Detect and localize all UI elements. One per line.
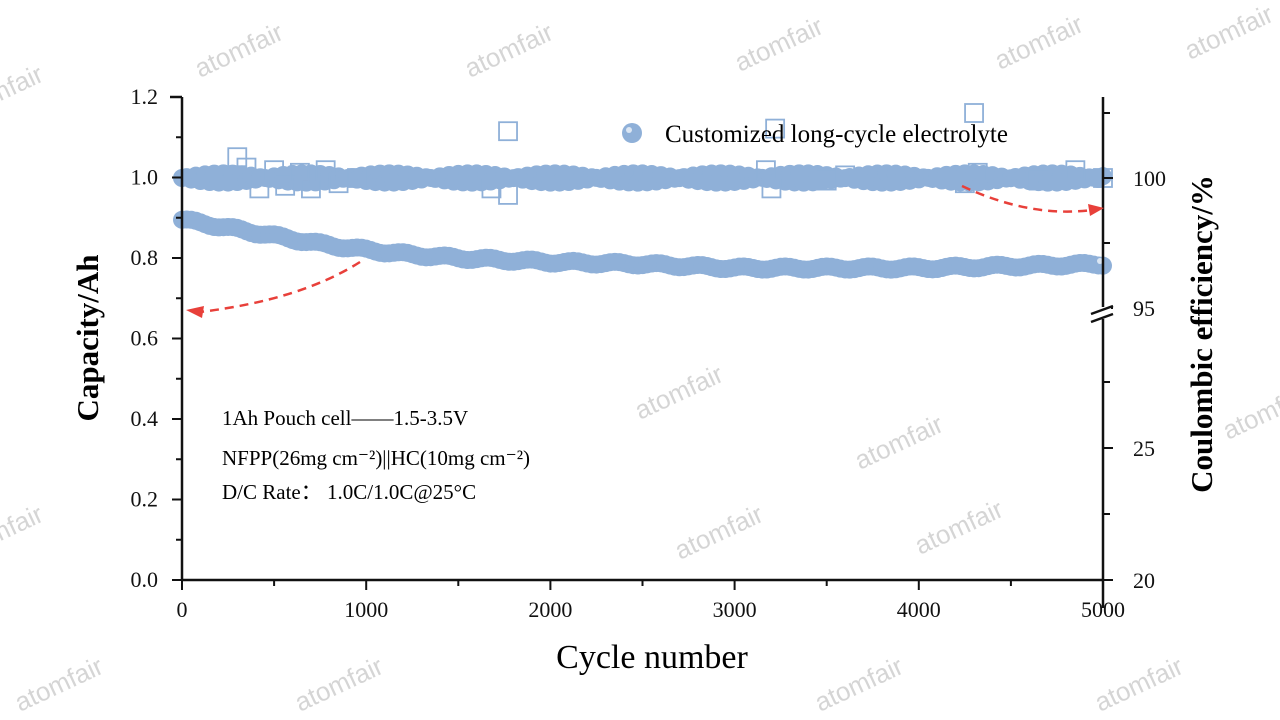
axes: 0 1000 2000 3000 4000 5000 0.0 0.2 0.4 0.6 0.8 1.0 1… [131,84,1167,622]
x-tick-label: 3000 [713,597,757,622]
legend-label: Customized long-cycle electrolyte [665,121,1008,148]
capacity-point-highlight [1097,258,1103,265]
ce-outlier-point [765,118,786,139]
ce-outlier-point [236,157,257,178]
axis-break-mark [1090,312,1114,324]
annotation-line-3: D/C Rate： 1.0C/1.0C@25°C [222,480,476,504]
watermark-text: atomfair [1180,0,1278,65]
y-tick-label: 0.8 [131,245,159,270]
trend-arrows [199,184,1093,314]
x-tick-label: 5000 [1081,597,1125,622]
watermark-text: atomfair [0,498,48,565]
x-axis-title: Cycle number [556,639,748,676]
ce-outlier-point [761,178,782,199]
y-tick-label: 0.0 [131,567,159,592]
capacity-arrow [199,260,361,314]
y-tick-label: 0.4 [131,406,159,431]
data-marks [173,103,1113,279]
ce-outlier-point [289,162,310,183]
ce-outlier-point [954,173,975,194]
ce-outlier-point [1028,170,1049,191]
y2-axis-title: Coulombic efficiency/% [1184,175,1219,493]
x-tick-label: 0 [177,597,188,622]
y2-tick-label: 25 [1133,436,1155,461]
watermark-text: atomfair [290,650,388,717]
watermark-text: atomfair [670,498,768,565]
x-tick-label: 4000 [897,597,941,622]
axis-break-mark [1090,304,1114,316]
ce-outlier-point [347,168,367,188]
y-axis-title: Capacity/Ah [70,254,105,421]
ce-outlier-point [498,184,518,205]
ce-outlier-point [967,162,988,183]
watermark-text: atomfair [810,650,908,717]
watermark-text: atomfair [190,16,288,83]
legend-marker-highlight [626,127,632,133]
y-tick-label: 1.0 [131,165,159,190]
watermark-text: atomfair [730,10,828,77]
watermark-text: atomfair [630,358,728,425]
watermark-text: atomfair [1090,650,1188,717]
legend: Customized long-cycle electrolyte [622,121,1008,148]
annotation-box: 1Ah Pouch cell——1.5-3.5V NFPP(26mg cm⁻²)… [222,406,530,504]
ce-outlier-point [275,175,296,196]
watermark-text: atomfair [1218,378,1280,445]
ce-outlier-point [249,178,270,199]
ce-arrowhead [1088,204,1104,216]
ce-outlier-point [264,160,285,181]
watermark-text: atomfair [460,16,558,83]
y-tick-label: 0.6 [131,326,159,351]
ce-outlier-point [301,178,321,199]
ce-outlier-point [481,178,502,199]
watermark-text: atomfair [990,8,1088,75]
ce-arrow [961,184,1093,213]
ce-outlier-point [964,103,984,123]
ce-outlier-point [1065,160,1086,181]
watermark-text: atomfair [0,58,48,125]
capacity-arrowhead [186,306,204,318]
ce-outlier-point [315,160,336,181]
annotation-line-2: NFPP(26mg cm⁻²)||HC(10mg cm⁻²) [222,446,530,470]
y-tick-label: 0.2 [131,487,159,512]
y-tick-label: 1.2 [131,84,159,109]
x-tick-label: 2000 [528,597,572,622]
y2-tick-label: 100 [1133,166,1166,191]
watermark-text: atomfair [850,408,948,475]
annotation-line-1: 1Ah Pouch cell——1.5-3.5V [222,406,468,430]
y2-tick-label: 95 [1133,296,1155,321]
watermark-text: atomfair [910,493,1008,560]
y2-tick-label: 20 [1133,568,1155,593]
legend-marker [622,123,642,143]
x-tick-label: 1000 [344,597,388,622]
ce-outlier-point [498,121,518,142]
watermark-text: atomfair [10,650,108,717]
ce-outlier-point [835,165,856,186]
